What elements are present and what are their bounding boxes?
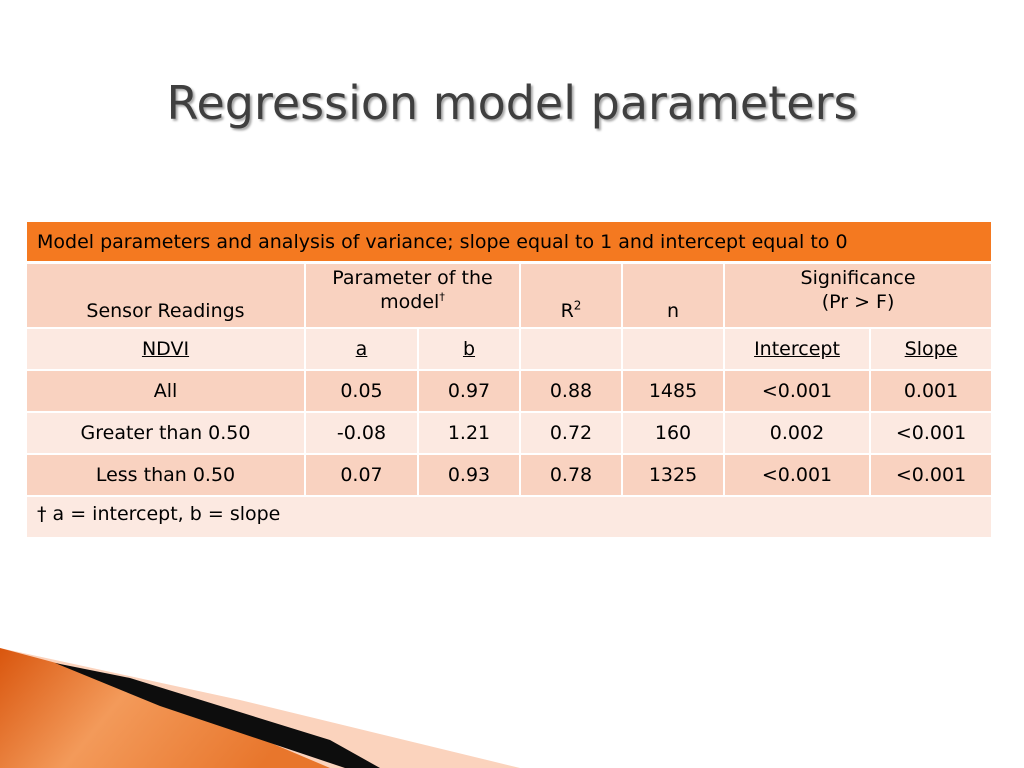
table-header-row: Sensor Readings Parameter of the model† … — [27, 264, 992, 329]
cell-a: 0.07 — [306, 455, 419, 497]
black-stripe — [55, 663, 380, 768]
cell-b: 0.97 — [419, 371, 521, 413]
cell-r2: 0.78 — [521, 455, 623, 497]
cell-slope: <0.001 — [871, 413, 992, 455]
subheader-ndvi: NDVI — [27, 329, 306, 371]
cell-intercept: <0.001 — [725, 371, 871, 413]
cell-a: 0.05 — [306, 371, 419, 413]
dagger-mark: † — [439, 290, 445, 304]
subheader-b-label: b — [462, 338, 476, 360]
header-r-sup: 2 — [573, 298, 582, 313]
cell-slope: 0.001 — [871, 371, 992, 413]
orange-swoosh — [0, 648, 330, 768]
table-row: All 0.05 0.97 0.88 1485 <0.001 0.001 — [27, 371, 992, 413]
cell-b: 0.93 — [419, 455, 521, 497]
header-significance-line1: Significance — [800, 267, 916, 289]
subheader-slope: Slope — [871, 329, 992, 371]
subheader-r2-empty — [521, 329, 623, 371]
subheader-a: a — [306, 329, 419, 371]
subheader-intercept: Intercept — [725, 329, 871, 371]
subheader-intercept-label: Intercept — [754, 338, 840, 360]
subheader-slope-label: Slope — [904, 338, 958, 360]
cell-a: -0.08 — [306, 413, 419, 455]
cell-n: 1325 — [623, 455, 725, 497]
header-parameter-line1: Parameter of the — [332, 267, 493, 289]
subheader-b: b — [419, 329, 521, 371]
cell-n: 160 — [623, 413, 725, 455]
cell-n: 1485 — [623, 371, 725, 413]
subheader-n-empty — [623, 329, 725, 371]
row-label: All — [27, 371, 306, 413]
subheader-ndvi-label: NDVI — [141, 338, 190, 360]
header-significance-line2: (Pr > F) — [821, 291, 895, 313]
peach-swoosh — [0, 648, 520, 768]
cell-intercept: 0.002 — [725, 413, 871, 455]
regression-table: Model parameters and analysis of varianc… — [27, 222, 992, 539]
table-row: Greater than 0.50 -0.08 1.21 0.72 160 0.… — [27, 413, 992, 455]
subheader-a-label: a — [355, 338, 368, 360]
slide-title: Regression model parameters — [166, 76, 858, 130]
row-label: Greater than 0.50 — [27, 413, 306, 455]
table-subheader-row: NDVI a b Intercept Slope — [27, 329, 992, 371]
cell-b: 1.21 — [419, 413, 521, 455]
table-caption-row: Model parameters and analysis of varianc… — [27, 222, 992, 264]
header-sensor-readings: Sensor Readings — [27, 264, 306, 329]
table-footnote-row: † a = intercept, b = slope — [27, 497, 992, 539]
table-row: Less than 0.50 0.07 0.93 0.78 1325 <0.00… — [27, 455, 992, 497]
table-footnote: † a = intercept, b = slope — [27, 497, 992, 539]
header-n: n — [623, 264, 725, 329]
header-parameter: Parameter of the model† — [306, 264, 521, 329]
cell-r2: 0.88 — [521, 371, 623, 413]
header-parameter-line2: model — [380, 291, 440, 313]
cell-slope: <0.001 — [871, 455, 992, 497]
header-significance: Significance (Pr > F) — [725, 264, 992, 329]
cell-intercept: <0.001 — [725, 455, 871, 497]
header-r-base: R — [560, 300, 574, 322]
header-r-squared: R2 — [521, 264, 623, 329]
cell-r2: 0.72 — [521, 413, 623, 455]
table-caption: Model parameters and analysis of varianc… — [27, 222, 992, 264]
row-label: Less than 0.50 — [27, 455, 306, 497]
